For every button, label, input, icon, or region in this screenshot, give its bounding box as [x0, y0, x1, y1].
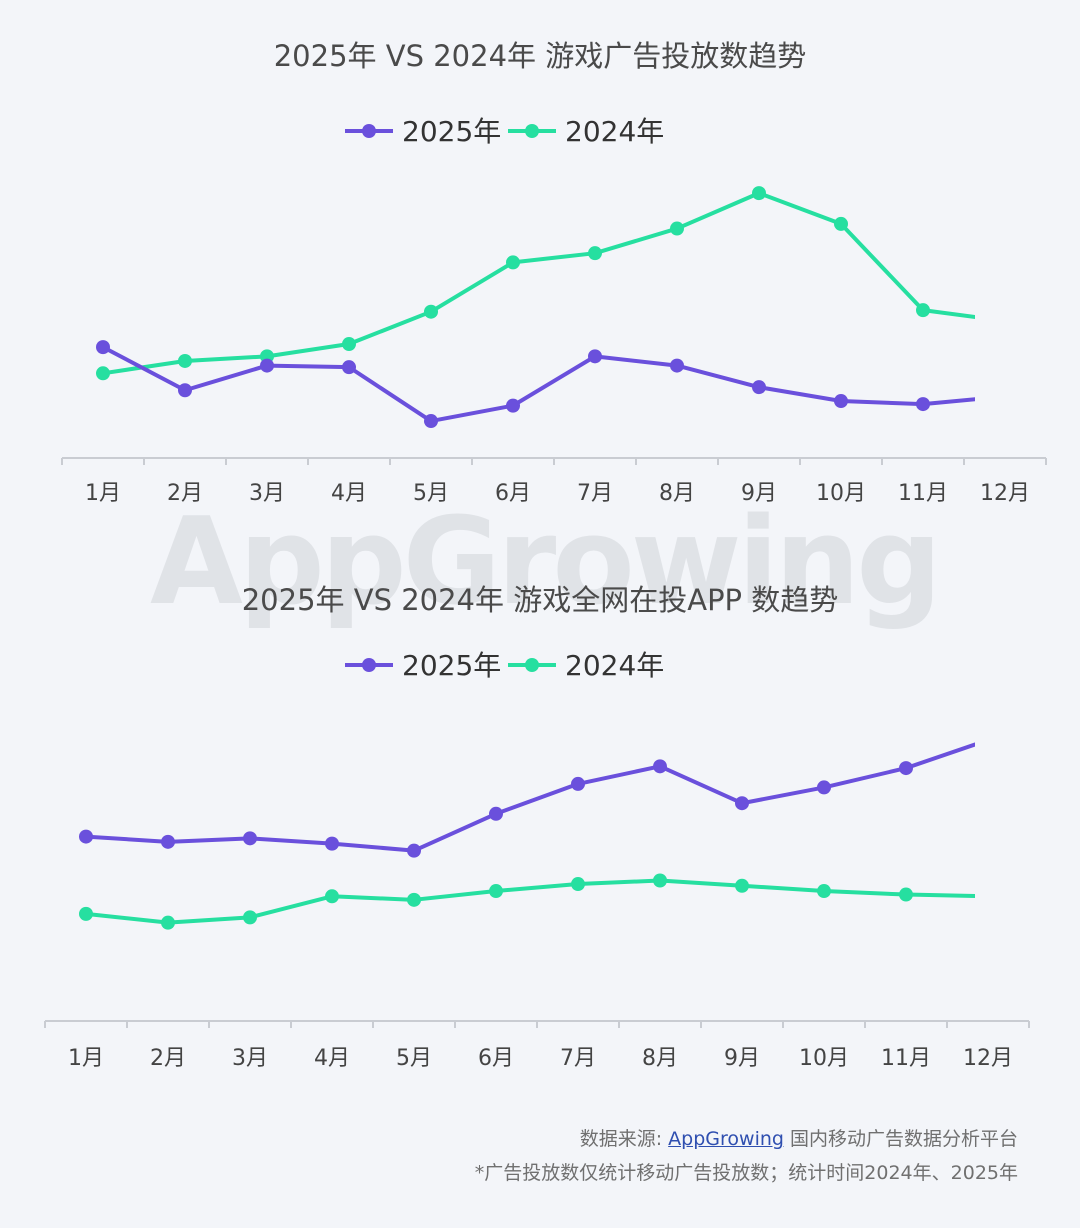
x-tick-label: 4月	[331, 481, 367, 506]
x-tick-label: 11月	[881, 1046, 931, 1071]
x-tick-label: 8月	[659, 481, 695, 506]
series-2025年	[79, 742, 975, 858]
data-point-5月	[424, 304, 438, 319]
data-point-7月	[571, 877, 585, 892]
source-line: 数据来源: AppGrowing 国内移动广告数据分析平台	[475, 1122, 1018, 1156]
chart-app-count: 2025年 VS 2024年 游戏全网在投APP 数趋势 2025年 2024年 1月…	[44, 583, 1030, 1071]
legend-marker-2025年	[362, 124, 376, 138]
data-point-4月	[325, 836, 339, 851]
source-prefix: 数据来源:	[579, 1128, 669, 1150]
x-tick-label: 3月	[249, 481, 285, 506]
data-point-5月	[407, 892, 421, 907]
data-point-4月	[325, 889, 339, 904]
footnote: *广告投放数仅统计移动广告投放数；统计时间2024年、2025年	[474, 1162, 1018, 1184]
data-point-9月	[752, 380, 766, 395]
x-tick-label: 10月	[799, 1046, 849, 1071]
data-point-3月	[260, 358, 274, 373]
source-suffix: 国内移动广告数据分析平台	[783, 1128, 1018, 1150]
data-point-4月	[342, 337, 356, 352]
data-point-11月	[916, 397, 930, 412]
x-tick-label: 9月	[724, 1046, 760, 1071]
data-point-1月	[79, 906, 93, 921]
x-tick-label: 6月	[495, 481, 531, 506]
series-2024年	[79, 873, 995, 930]
data-point-1月	[79, 829, 93, 844]
data-point-8月	[653, 759, 667, 774]
data-point-3月	[243, 831, 257, 846]
data-point-7月	[571, 776, 585, 791]
footer: 数据来源: AppGrowing 国内移动广告数据分析平台 *广告投放数仅统计移…	[475, 1122, 1018, 1190]
data-point-2月	[178, 353, 192, 368]
legend-marker-2024年	[525, 658, 539, 672]
x-tick-label: 1月	[85, 481, 121, 506]
x-tick-label: 5月	[396, 1046, 432, 1071]
x-tick-label: 4月	[314, 1046, 350, 1071]
data-point-7月	[588, 349, 602, 364]
x-tick-label: 11月	[898, 481, 948, 506]
data-point-7月	[588, 246, 602, 261]
data-point-12月	[998, 389, 1012, 403]
data-point-6月	[489, 806, 503, 821]
series-2025年	[96, 340, 1012, 429]
legend-label: 2025年	[402, 649, 501, 682]
series-line	[85, 742, 975, 853]
chart-title: 2025年 VS 2024年 游戏广告投放数趋势	[274, 39, 807, 73]
series-line	[85, 878, 975, 925]
data-point-8月	[670, 221, 684, 236]
x-tick-label: 2月	[150, 1046, 186, 1071]
data-point-5月	[424, 414, 438, 429]
x-tick-label: 7月	[560, 1046, 596, 1071]
data-point-3月	[243, 910, 257, 925]
data-point-4月	[342, 360, 356, 375]
x-tick-label: 9月	[741, 481, 777, 506]
chart-ad-count: 2025年 VS 2024年 游戏广告投放数趋势 2025年 2024年 1月 2月 3月…	[61, 39, 1047, 506]
x-tick-label: 5月	[413, 481, 449, 506]
x-tick-label: 6月	[478, 1046, 514, 1071]
legend-label: 2024年	[565, 115, 664, 148]
x-tick-label: 8月	[642, 1046, 678, 1071]
x-tick-label: 7月	[577, 481, 613, 506]
x-tick-label: 10月	[816, 481, 866, 506]
data-point-8月	[653, 873, 667, 888]
x-tick-label: 12月	[963, 1046, 1013, 1071]
legend-label: 2024年	[565, 649, 664, 682]
x-tick-label: 1月	[68, 1046, 104, 1071]
data-point-1月	[96, 340, 110, 355]
data-point-10月	[834, 394, 848, 409]
x-tick-label: 12月	[980, 481, 1030, 506]
series-line	[102, 345, 975, 424]
data-point-2月	[161, 915, 175, 930]
source-link[interactable]: AppGrowing	[668, 1128, 784, 1150]
data-point-10月	[817, 780, 831, 795]
series-line	[102, 191, 975, 376]
data-point-10月	[834, 216, 848, 231]
data-point-6月	[506, 398, 520, 413]
data-point-1月	[96, 366, 110, 381]
data-point-5月	[407, 843, 421, 858]
data-point-9月	[752, 186, 766, 201]
data-point-8月	[670, 358, 684, 373]
data-point-6月	[506, 255, 520, 270]
data-point-2月	[178, 383, 192, 398]
data-point-11月	[899, 887, 913, 902]
series-2024年	[96, 186, 1012, 381]
data-point-11月	[899, 761, 913, 776]
legend-marker-2024年	[525, 124, 539, 138]
data-point-6月	[489, 884, 503, 899]
data-point-10月	[817, 884, 831, 899]
x-tick-label: 2月	[167, 481, 203, 506]
x-tick-label: 3月	[232, 1046, 268, 1071]
data-point-11月	[916, 303, 930, 318]
data-point-9月	[735, 878, 749, 893]
data-point-12月	[981, 889, 995, 903]
data-point-9月	[735, 796, 749, 811]
data-point-12月	[998, 314, 1012, 328]
legend-label: 2025年	[402, 115, 501, 148]
legend-marker-2025年	[362, 658, 376, 672]
data-point-2月	[161, 834, 175, 849]
chart-title: 2025年 VS 2024年 游戏全网在投APP 数趋势	[242, 583, 839, 617]
